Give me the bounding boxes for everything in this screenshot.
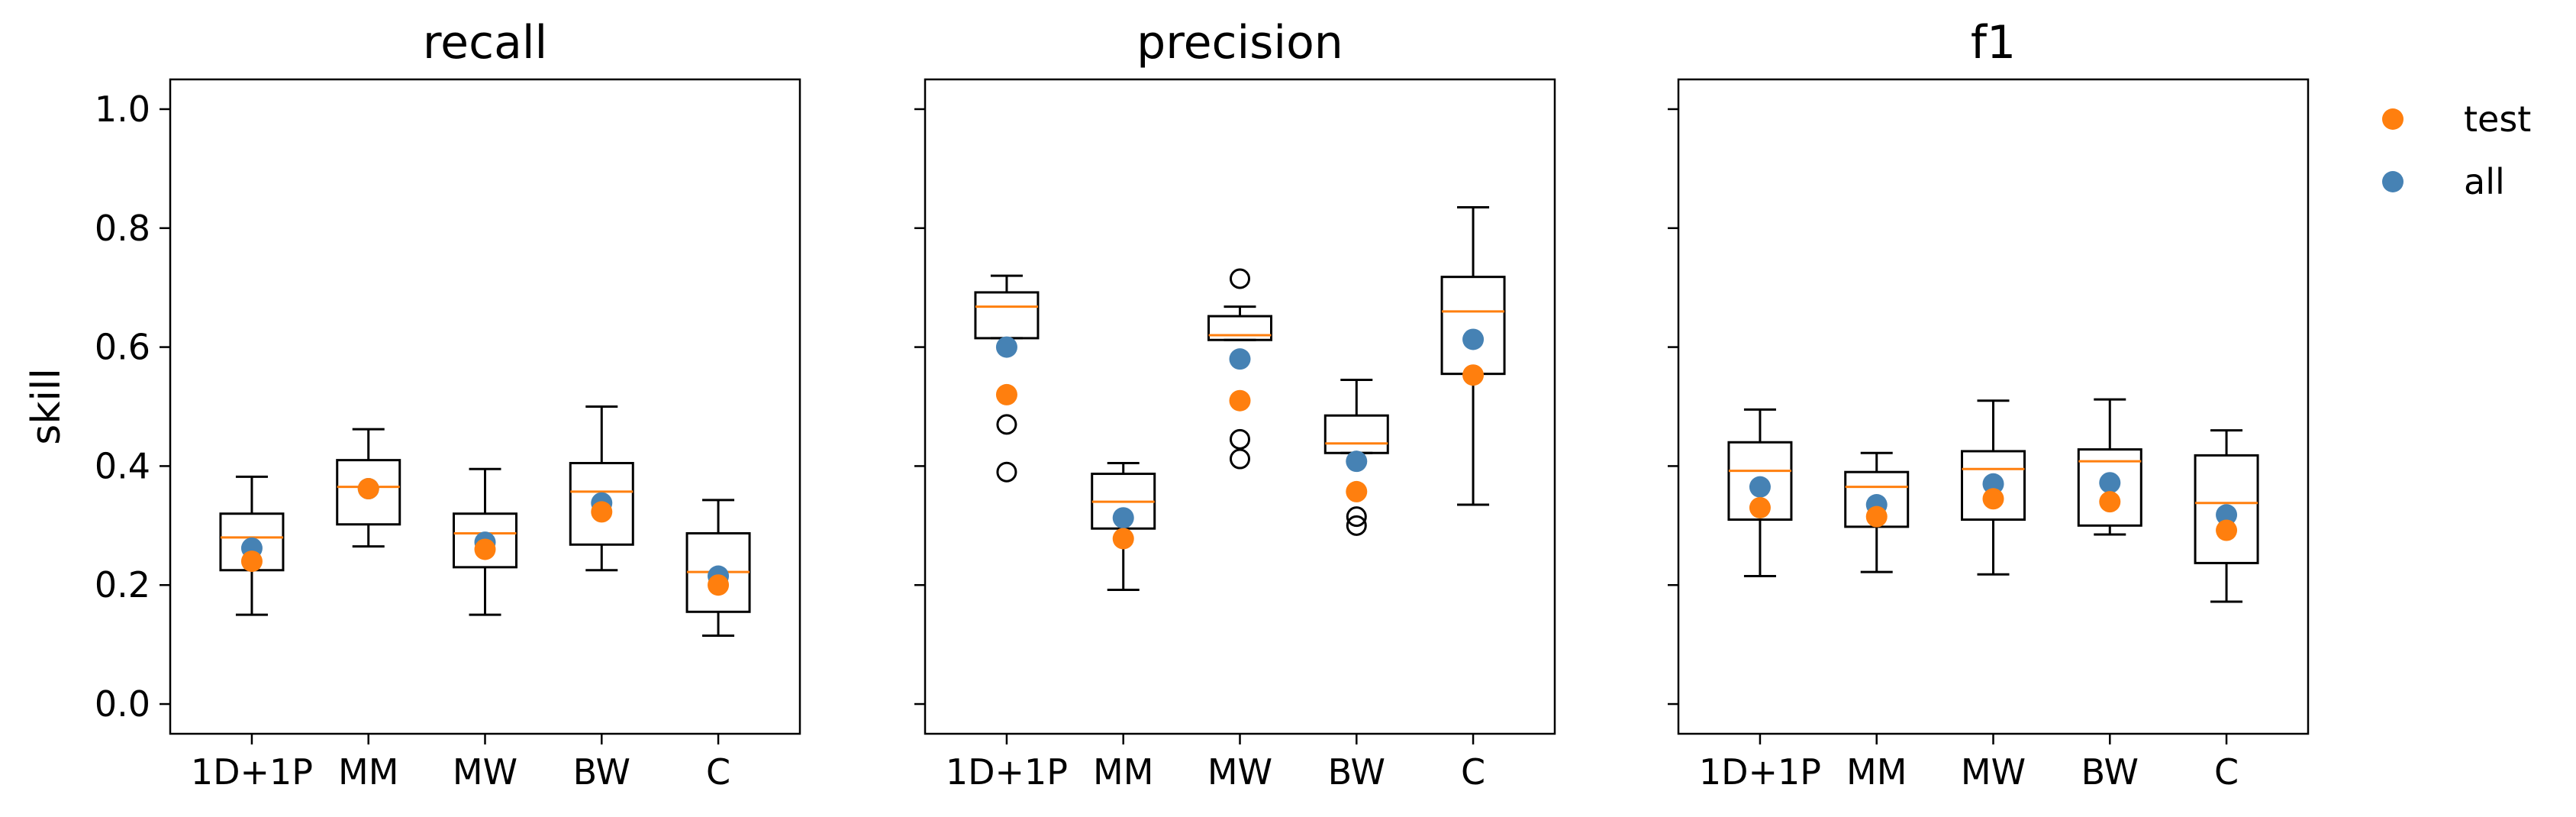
box-body (1961, 450, 2026, 522)
y-axis-label: skill (24, 368, 69, 445)
box-body (569, 462, 634, 546)
y-tick-label: 0.8 (95, 208, 150, 249)
x-tick-label: MM (338, 751, 398, 793)
box-MM (1844, 451, 1910, 573)
box-MW (1961, 399, 2026, 576)
test-point (708, 574, 730, 596)
box-body (1323, 414, 1389, 454)
test-point (1982, 488, 2004, 510)
test-point (1346, 480, 1368, 502)
x-tick-label: MM (1846, 751, 1907, 793)
outlier-point (1346, 515, 1367, 536)
plot-frame (1677, 78, 2310, 735)
box-body (974, 291, 1040, 340)
box-MM (336, 428, 401, 548)
test-point (1749, 496, 1771, 518)
x-tick-label: C (1461, 751, 1485, 793)
all-point (1749, 476, 1771, 498)
y-tick-label: 1.0 (95, 89, 150, 130)
panel-recall: recall 0.0 0.2 0.4 0.6 0.8 1.0 skill 1D+1P MM MW BW… (24, 16, 801, 793)
y-tick-label: 0.2 (95, 564, 150, 605)
legend-marker-test (2382, 108, 2404, 130)
test-point (995, 383, 1017, 405)
outlier-point (1230, 448, 1250, 470)
box-1D+1P (974, 274, 1040, 483)
x-tick-label: MW (1961, 751, 2026, 793)
y-tick-label: 0.6 (95, 327, 150, 368)
outlier-point (1346, 506, 1367, 528)
all-point (995, 336, 1017, 358)
all-point (1112, 507, 1134, 529)
box-body (1727, 441, 1793, 522)
plot-frame (924, 78, 1556, 735)
x-tick-label: MW (453, 751, 517, 793)
x-tick-label: BW (2081, 751, 2139, 793)
test-point (2099, 491, 2121, 513)
all-point (2216, 504, 2238, 526)
test-point (1112, 528, 1134, 550)
chart-panels: recall 0.0 0.2 0.4 0.6 0.8 1.0 skill 1D+1P MM MW BW… (24, 16, 2310, 793)
all-point (1982, 473, 2004, 495)
x-tick-label: 1D+1P (191, 751, 313, 793)
x-tick-label: C (706, 751, 730, 793)
legend-label-test: test (2464, 98, 2531, 140)
box-BW (1323, 378, 1389, 536)
legend-label-all: all (2464, 161, 2505, 202)
test-point (1462, 364, 1485, 386)
y-tick-label: 0.0 (95, 683, 150, 725)
panel-f1: f1 1D+1P MM MW BW C (1668, 16, 2310, 793)
all-point (1229, 348, 1251, 370)
panel-title: f1 (1971, 16, 2016, 69)
chart-legend: test all (2382, 98, 2531, 202)
box-body (453, 512, 517, 569)
box-MW (1207, 268, 1272, 470)
y-tick-label: 0.4 (95, 445, 150, 486)
box-BW (569, 405, 634, 572)
box-MW (453, 467, 517, 616)
box-body (2077, 448, 2142, 527)
panel-title: recall (423, 16, 547, 69)
box-1D+1P (219, 475, 285, 616)
box-body (1440, 276, 1506, 376)
test-point (591, 501, 613, 523)
box-body (336, 459, 401, 526)
x-tick-label: MW (1207, 751, 1272, 793)
x-tick-label: 1D+1P (946, 751, 1068, 793)
all-point (2099, 472, 2121, 494)
outlier-point (1230, 428, 1250, 450)
box-1D+1P (1727, 408, 1793, 578)
x-tick-label: BW (1328, 751, 1385, 793)
all-point (1462, 328, 1485, 350)
x-tick-label: 1D+1P (1699, 751, 1821, 793)
panel-precision: precision 1D+1P MM MW BW C (914, 16, 1556, 793)
box-body (2194, 454, 2259, 564)
x-tick-label: C (2214, 751, 2239, 793)
outlier-point (996, 414, 1017, 435)
test-point (1229, 389, 1251, 412)
test-point (474, 538, 496, 560)
plot-frame (169, 78, 801, 735)
panel-title: precision (1136, 16, 1343, 69)
box-C (2194, 429, 2259, 603)
outlier-point (1230, 268, 1250, 289)
outlier-point (996, 461, 1017, 483)
box-MM (1091, 462, 1156, 591)
test-point (1865, 505, 1888, 528)
test-point (2216, 519, 2238, 541)
test-point (240, 551, 263, 573)
box-BW (2077, 398, 2142, 536)
legend-marker-all (2382, 171, 2404, 192)
box-body (1207, 315, 1272, 341)
x-tick-label: MM (1093, 751, 1153, 793)
x-tick-label: BW (573, 751, 630, 793)
box-C (685, 499, 751, 637)
test-point (357, 478, 379, 500)
box-C (1440, 206, 1506, 506)
all-point (1346, 450, 1368, 473)
